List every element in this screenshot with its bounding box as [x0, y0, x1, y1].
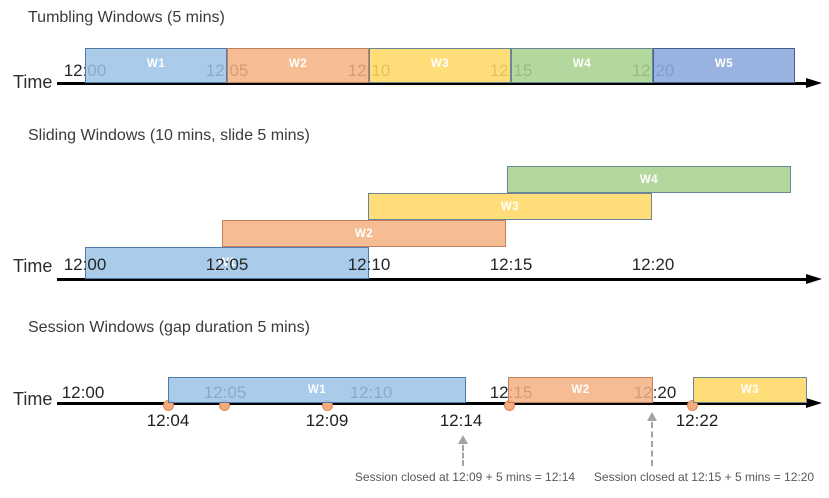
window-bar-label: W3	[500, 200, 520, 213]
window-bar-label: W5	[714, 57, 734, 70]
window-bar-session-w2: W2	[508, 377, 653, 403]
window-bar-label: W4	[572, 57, 592, 70]
time-axis-session	[57, 402, 808, 405]
window-bar-tumbling-w2: W2	[227, 48, 369, 83]
axis-tick-label: 12:10	[347, 255, 391, 274]
axis-tick-label: 12:00	[61, 383, 105, 402]
window-bar-session-w1: W1	[168, 377, 466, 403]
window-bar-sliding-w1: W1	[85, 247, 369, 279]
event-time-label: 12:04	[146, 411, 190, 430]
axis-arrowhead-icon-session	[806, 397, 822, 408]
window-bar-label: W3	[740, 384, 760, 396]
window-bar-label: W4	[639, 173, 659, 186]
time-axis-sliding	[57, 278, 808, 281]
window-bar-label: W2	[571, 384, 590, 396]
axis-tick-label: 12:15	[489, 255, 533, 274]
section-title-tumbling: Tumbling Windows (5 mins)	[28, 9, 225, 26]
time-axis-label-sliding: Time	[13, 256, 53, 276]
window-bar-label: W1	[146, 57, 166, 70]
time-axis-label-session: Time	[13, 389, 53, 409]
section-title-session: Session Windows (gap duration 5 mins)	[28, 319, 310, 336]
time-axis-label-tumbling: Time	[13, 72, 53, 92]
callout-arrow-stem	[651, 422, 653, 466]
window-bar-tumbling-w1: W1	[85, 48, 227, 83]
event-time-label: 12:14	[439, 411, 483, 430]
session-closed-annotation: Session closed at 12:09 + 5 mins = 12:14	[354, 470, 576, 484]
window-bar-tumbling-w5: W5	[653, 48, 795, 83]
window-bar-label: W3	[430, 57, 450, 70]
callout-arrow-stem	[462, 445, 464, 466]
session-closed-annotation: Session closed at 12:15 + 5 mins = 12:20	[593, 470, 815, 484]
window-bar-tumbling-w4: W4	[511, 48, 653, 83]
window-bar-label: W1	[217, 257, 237, 269]
callout-arrowhead-icon	[458, 435, 468, 444]
window-bar-sliding-w4: W4	[507, 166, 791, 193]
section-title-sliding: Sliding Windows (10 mins, slide 5 mins)	[28, 127, 310, 144]
time-axis-tumbling	[57, 82, 808, 85]
window-bar-label: W2	[354, 227, 374, 240]
window-bar-tumbling-w3: W3	[369, 48, 511, 83]
window-bar-label: W1	[307, 384, 327, 396]
callout-arrowhead-icon	[647, 412, 657, 421]
axis-tick-label: 12:20	[631, 255, 675, 274]
event-time-label: 12:09	[305, 411, 349, 430]
event-dot	[686, 399, 698, 411]
axis-tick-label: 12:00	[63, 255, 107, 274]
axis-arrowhead-icon-tumbling	[806, 77, 822, 88]
window-bar-session-w3: W3	[693, 377, 807, 403]
axis-tick-label: 12:05	[205, 255, 249, 274]
event-time-label: 12:22	[675, 411, 719, 430]
window-bar-label: W2	[288, 57, 308, 70]
window-bar-sliding-w2: W2	[222, 220, 506, 247]
window-bar-sliding-w3: W3	[368, 193, 652, 220]
axis-arrowhead-icon-sliding	[806, 273, 822, 284]
